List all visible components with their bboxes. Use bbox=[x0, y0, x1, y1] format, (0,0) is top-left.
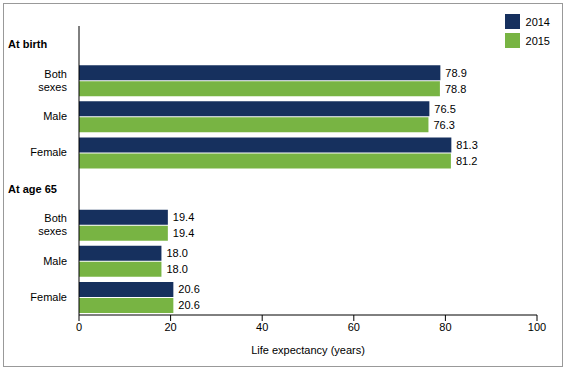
html-text:2015: 2015 bbox=[525, 34, 550, 47]
svg-text:18.0: 18.0 bbox=[166, 247, 187, 259]
svg-text:18.0: 18.0 bbox=[166, 263, 187, 275]
svg-text:76.5: 76.5 bbox=[434, 103, 455, 115]
svg-text:Male: Male bbox=[43, 255, 67, 267]
html-text:2014: 2014 bbox=[525, 15, 550, 28]
svg-text:At birth: At birth bbox=[8, 38, 47, 50]
svg-text:0: 0 bbox=[76, 321, 82, 333]
svg-text:Female: Female bbox=[30, 146, 67, 158]
svg-text:100: 100 bbox=[528, 321, 546, 333]
svg-text:19.4: 19.4 bbox=[173, 227, 194, 239]
svg-text:19.4: 19.4 bbox=[173, 211, 194, 223]
svg-text:Bothsexes: Bothsexes bbox=[38, 68, 67, 93]
svg-text:40: 40 bbox=[256, 321, 268, 333]
svg-text:Bothsexes: Bothsexes bbox=[38, 212, 67, 237]
svg-text:Male: Male bbox=[43, 110, 67, 122]
svg-text:20.6: 20.6 bbox=[178, 283, 199, 295]
svg-text:81.2: 81.2 bbox=[456, 155, 477, 167]
svg-text:20.6: 20.6 bbox=[178, 299, 199, 311]
svg-text:60: 60 bbox=[348, 321, 360, 333]
svg-text:76.3: 76.3 bbox=[433, 119, 454, 131]
svg-text:81.3: 81.3 bbox=[456, 139, 477, 151]
svg-text:78.8: 78.8 bbox=[445, 83, 466, 95]
svg-text:Life expectancy (years): Life expectancy (years) bbox=[251, 344, 365, 356]
svg-text:78.9: 78.9 bbox=[445, 67, 466, 79]
svg-text:80: 80 bbox=[439, 321, 451, 333]
svg-text:Female: Female bbox=[30, 291, 67, 303]
svg-text:At age 65: At age 65 bbox=[8, 183, 57, 195]
svg-text:20: 20 bbox=[164, 321, 176, 333]
